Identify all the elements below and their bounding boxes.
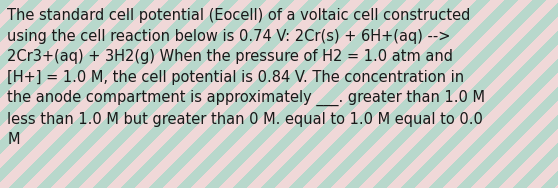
Text: The standard cell potential (Eocell) of a voltaic cell constructed
using the cel: The standard cell potential (Eocell) of … (7, 8, 485, 147)
